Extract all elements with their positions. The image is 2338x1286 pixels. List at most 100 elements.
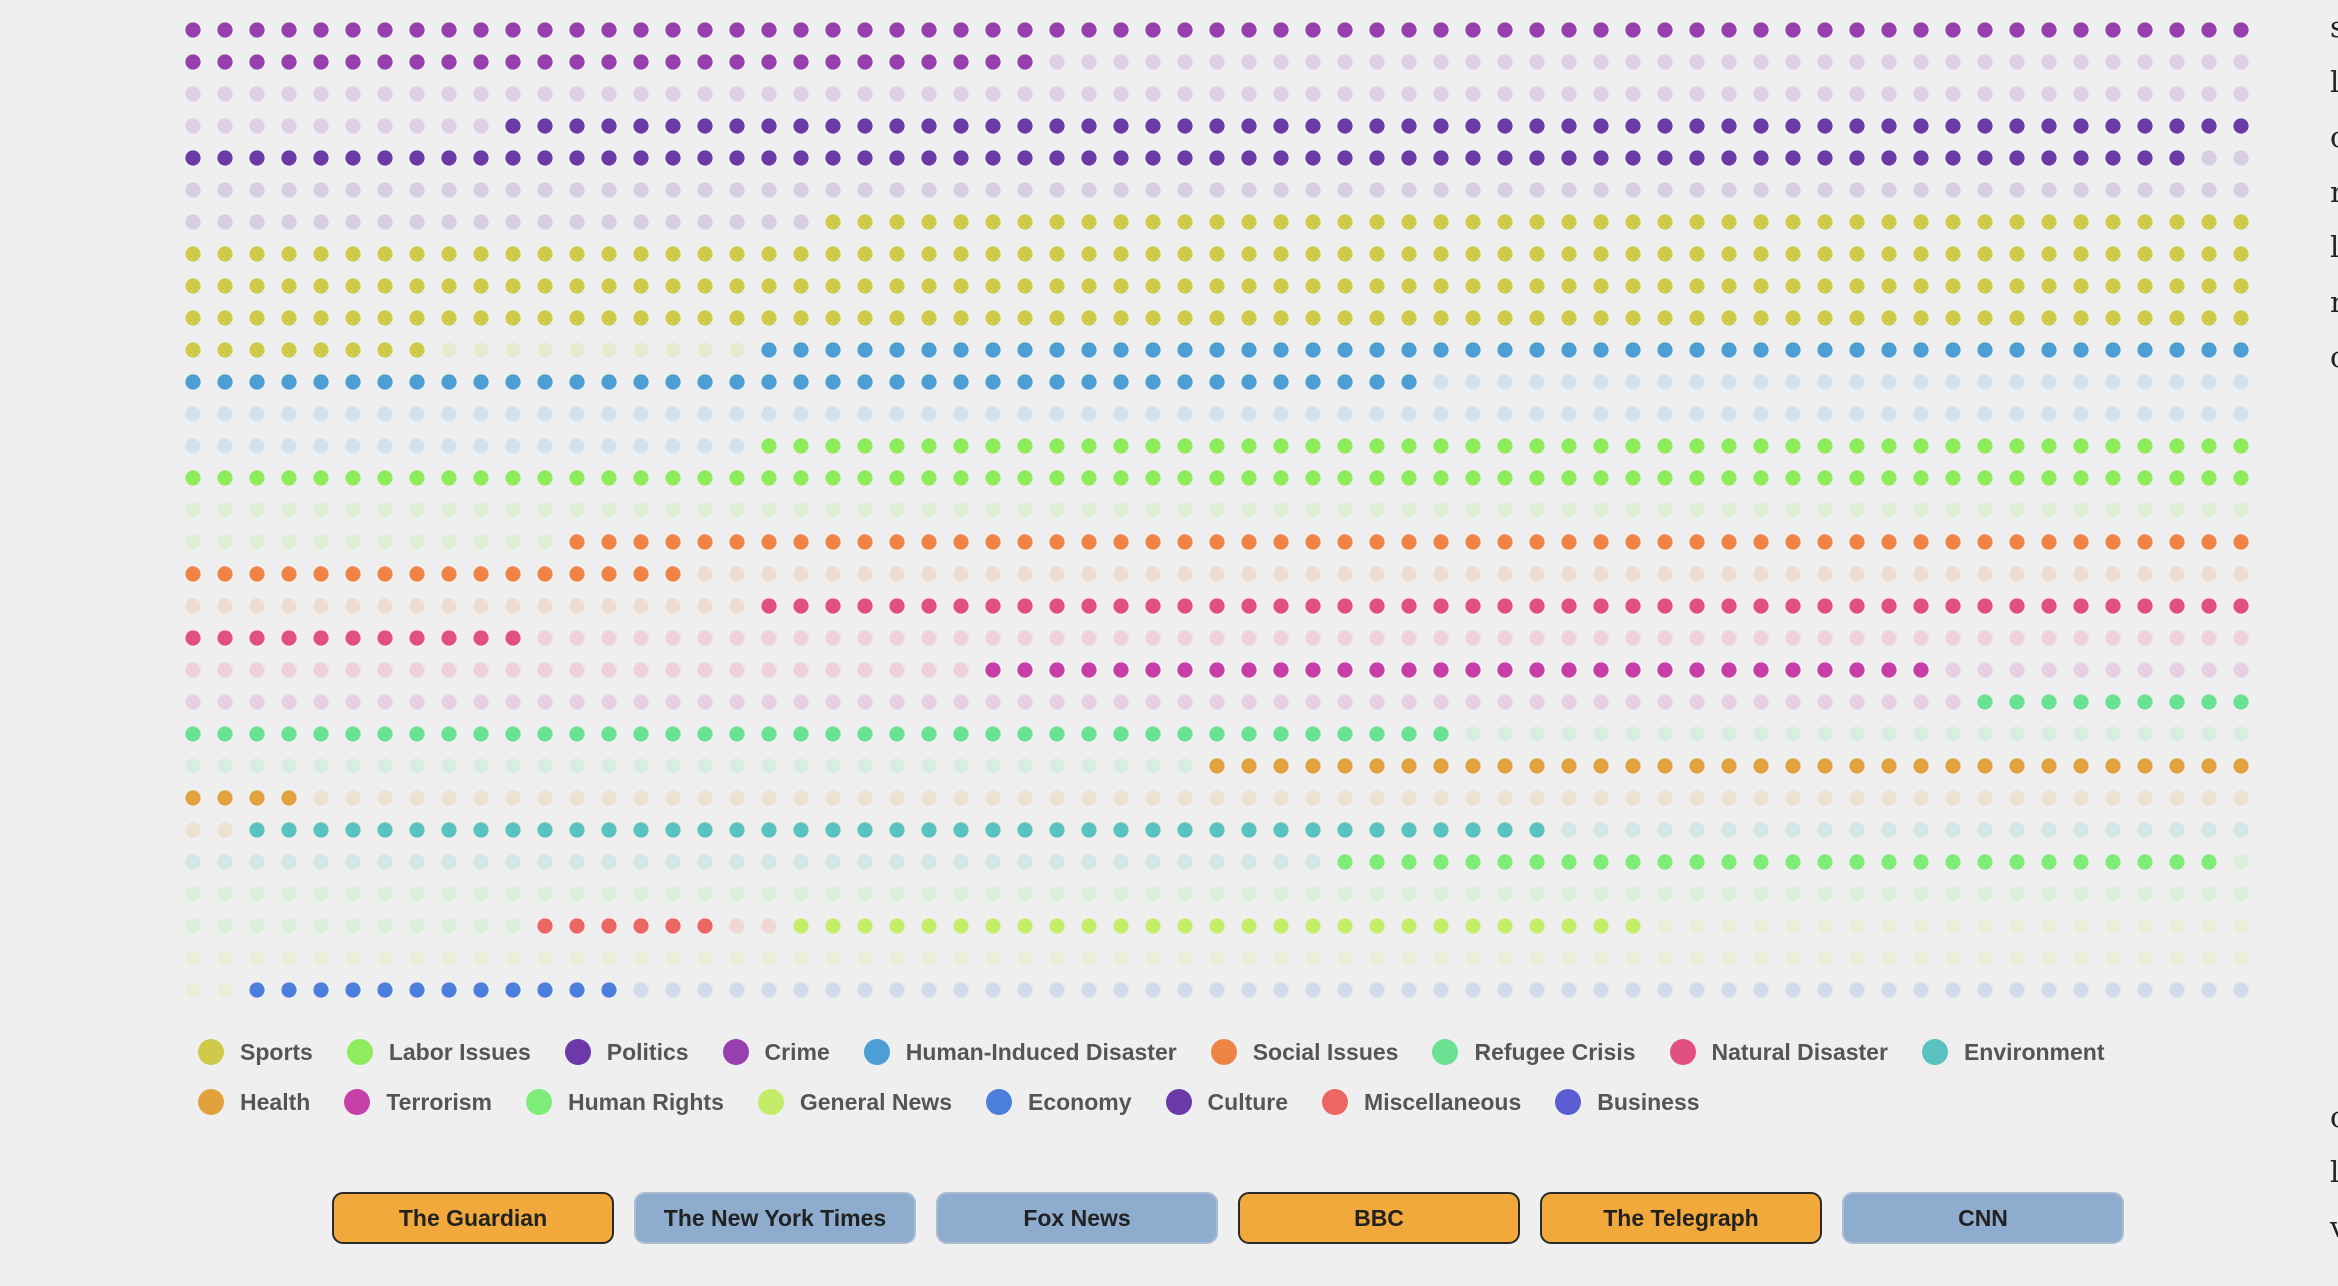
article-dot — [569, 182, 585, 198]
legend-swatch — [757, 1089, 784, 1115]
article-dot — [505, 886, 521, 902]
article-dot — [2009, 662, 2025, 678]
article-dot — [2009, 886, 2025, 902]
source-toggle-button[interactable]: CNN — [1842, 1192, 2124, 1244]
source-toggle-button[interactable]: Fox News — [936, 1192, 1218, 1244]
article-dot — [1593, 182, 1609, 198]
article-dot — [2233, 726, 2249, 742]
article-dot — [633, 118, 649, 134]
article-dot — [1785, 854, 1801, 870]
article-dot — [2137, 182, 2153, 198]
article-dot — [729, 694, 745, 710]
article-dot — [1049, 54, 1065, 70]
article-dot — [1465, 406, 1481, 422]
article-dot — [601, 662, 617, 678]
article-dot — [281, 438, 297, 454]
article-dot — [1881, 662, 1897, 678]
article-dot — [761, 918, 777, 934]
article-dot — [249, 54, 265, 70]
article-dot — [1209, 438, 1225, 454]
article-dot — [313, 54, 329, 70]
article-dot — [217, 278, 233, 294]
article-dot — [601, 630, 617, 646]
article-dot — [2009, 86, 2025, 102]
article-dot — [1177, 982, 1193, 998]
article-dot — [505, 54, 521, 70]
article-dot — [1689, 342, 1705, 358]
source-toggle-button[interactable]: The New York Times — [634, 1192, 916, 1244]
article-dot — [761, 502, 777, 518]
article-dot — [1241, 630, 1257, 646]
article-dot — [2233, 150, 2249, 166]
article-dot — [377, 118, 393, 134]
article-dot — [1081, 374, 1097, 390]
article-dot — [185, 22, 201, 38]
article-dot — [1273, 662, 1289, 678]
article-dot — [1529, 854, 1545, 870]
article-dot — [665, 438, 681, 454]
article-dot — [1817, 918, 1833, 934]
article-dot — [2233, 534, 2249, 550]
article-dot — [1081, 214, 1097, 230]
article-dot — [281, 86, 297, 102]
article-dot — [1913, 502, 1929, 518]
article-dot — [1273, 150, 1289, 166]
article-dot — [2201, 534, 2217, 550]
article-dot — [441, 86, 457, 102]
legend-label: Human-Induced Disaster — [905, 1038, 1177, 1065]
article-dot — [953, 214, 969, 230]
article-dot — [985, 310, 1001, 326]
article-dot — [1433, 150, 1449, 166]
article-dot — [377, 342, 393, 358]
article-dot — [1561, 566, 1577, 582]
article-dot — [1081, 918, 1097, 934]
article-dot — [1657, 118, 1673, 134]
article-dot — [1977, 214, 1993, 230]
article-dot — [1241, 662, 1257, 678]
article-dot — [1721, 534, 1737, 550]
article-dot — [1465, 950, 1481, 966]
source-toggle-button[interactable]: BBC — [1238, 1192, 1520, 1244]
article-dot — [1945, 278, 1961, 294]
article-dot — [1017, 630, 1033, 646]
article-dot — [2233, 374, 2249, 390]
article-dot — [441, 566, 457, 582]
article-dot — [1369, 22, 1385, 38]
article-dot — [1497, 918, 1513, 934]
article-dot — [665, 918, 681, 934]
article-dot — [1561, 886, 1577, 902]
article-dot — [697, 982, 713, 998]
article-dot — [505, 950, 521, 966]
article-dot — [2041, 790, 2057, 806]
article-dot — [1881, 758, 1897, 774]
legend-item: Terrorism — [344, 1088, 492, 1116]
article-dot — [761, 566, 777, 582]
article-dot — [2009, 246, 2025, 262]
article-dot — [1113, 534, 1129, 550]
article-dot — [441, 54, 457, 70]
article-dot — [697, 598, 713, 614]
article-dot — [249, 150, 265, 166]
article-dot — [1913, 22, 1929, 38]
article-dot — [1785, 822, 1801, 838]
article-dot — [537, 822, 553, 838]
source-toggle-button[interactable]: The Guardian — [332, 1192, 614, 1244]
article-dot — [1369, 822, 1385, 838]
article-dot — [1625, 982, 1641, 998]
article-dot — [1401, 214, 1417, 230]
article-dot — [953, 822, 969, 838]
article-dot — [1561, 502, 1577, 518]
article-dot — [2233, 182, 2249, 198]
article-dot — [1081, 694, 1097, 710]
article-dot — [1849, 502, 1865, 518]
article-dot — [2137, 598, 2153, 614]
article-dot — [1497, 662, 1513, 678]
article-dot — [729, 470, 745, 486]
article-dot — [569, 598, 585, 614]
article-dot — [985, 214, 1001, 230]
article-dot — [1561, 310, 1577, 326]
article-dot — [1273, 470, 1289, 486]
article-dot — [953, 182, 969, 198]
source-toggle-button[interactable]: The Telegraph — [1540, 1192, 1822, 1244]
article-dot — [2137, 662, 2153, 678]
